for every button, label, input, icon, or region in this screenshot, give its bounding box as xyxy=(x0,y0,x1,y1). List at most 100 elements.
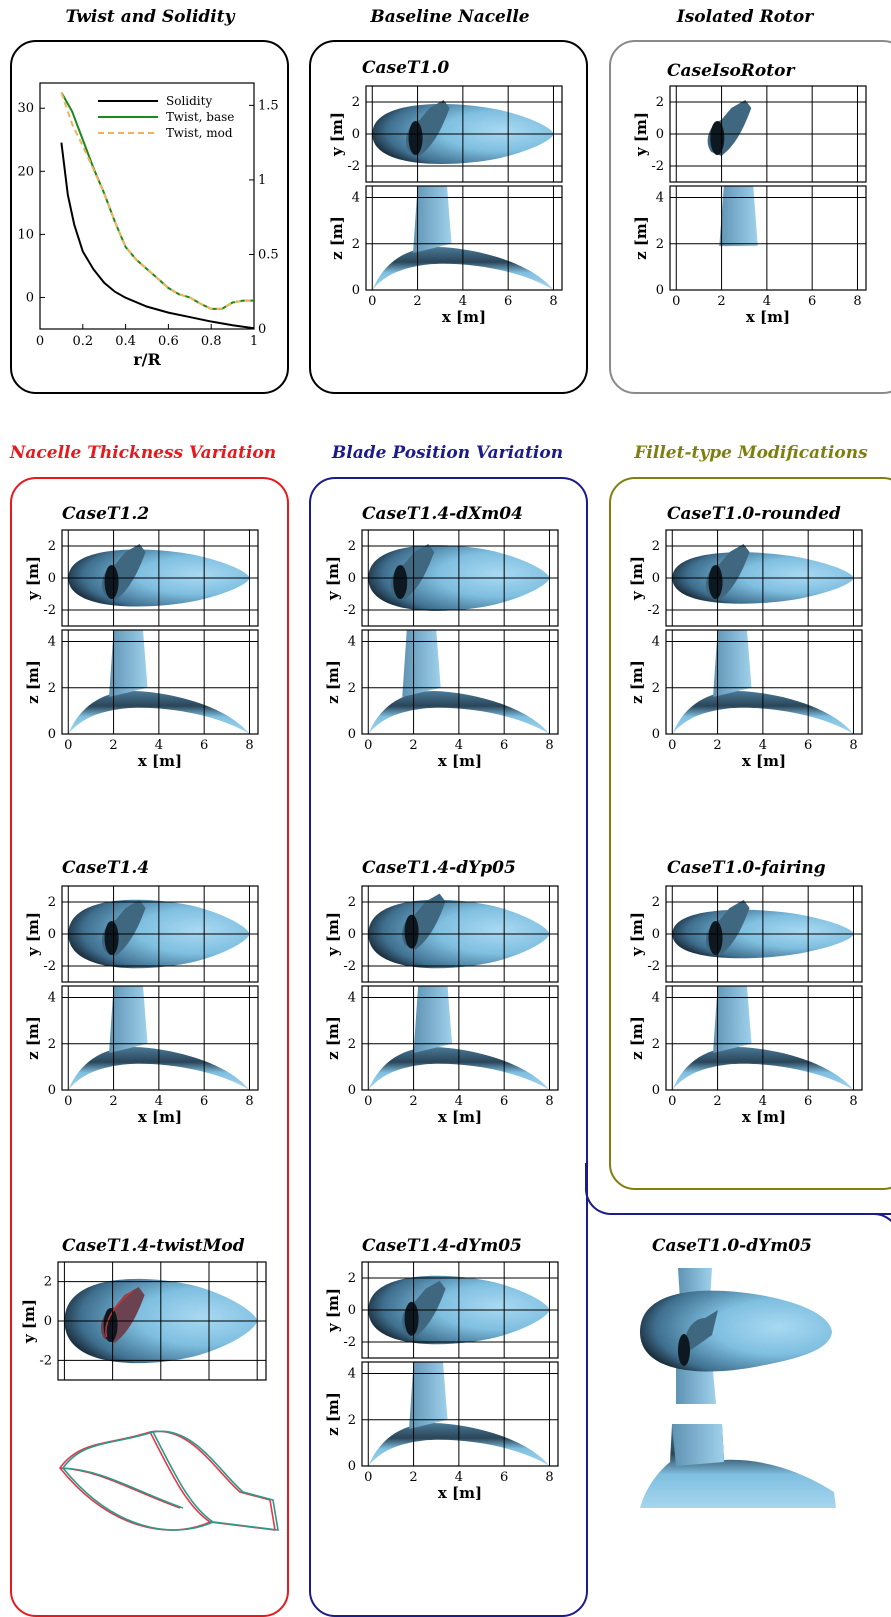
grid-lines xyxy=(366,86,562,182)
legend-label-0: Solidity xyxy=(166,94,212,108)
pylon-blade-side xyxy=(402,630,441,698)
x-axis-label: x [m] xyxy=(138,1108,182,1126)
position-variation-extension-top xyxy=(820,1213,891,1253)
y-tick-label: 0 xyxy=(44,1314,52,1329)
x-tick-label: 8 xyxy=(245,738,253,753)
y-tick-label: -2 xyxy=(43,603,56,618)
y-axis-label: y [m] xyxy=(632,112,650,157)
section-title-isolated: Isolated Rotor xyxy=(676,7,814,27)
y-tick-label: 2 xyxy=(652,895,660,910)
plot-frame xyxy=(365,185,563,291)
y-axis-label: y [m] xyxy=(328,112,346,157)
y-left-tick-label: 30 xyxy=(17,101,34,116)
z-tick-label: 0 xyxy=(656,283,664,298)
render-dym05 xyxy=(640,1268,836,1508)
z-tick-label: 0 xyxy=(348,1083,356,1098)
x-tick-label: 4 xyxy=(763,294,771,309)
x-tick-label: 8 xyxy=(849,738,857,753)
side-view-plot: 4 2 0 z [m] 0 2 4 6 8 x [m] xyxy=(24,985,259,1126)
z-tick-label: 4 xyxy=(348,991,356,1006)
z-tick-label: 0 xyxy=(652,1083,660,1098)
y-tick-label: 2 xyxy=(48,539,56,554)
z-tick-label: 2 xyxy=(48,681,56,696)
x-tick-label: 0.2 xyxy=(72,334,93,349)
x-tick-label: 0 xyxy=(36,334,44,349)
y-tick-label: -2 xyxy=(347,159,360,174)
x-tick-label: 0 xyxy=(668,1094,676,1109)
blade-root xyxy=(103,1308,118,1342)
z-tick-label: 4 xyxy=(48,635,56,650)
pylon-blade-side xyxy=(413,986,453,1054)
x-tick-label: 4 xyxy=(455,738,463,753)
x-tick-label: 0 xyxy=(364,1094,372,1109)
blade-edge-red xyxy=(105,1290,134,1338)
blade-root xyxy=(708,921,723,955)
case-label-t14: CaseT1.4 xyxy=(62,858,150,878)
x-tick-label: 4 xyxy=(155,738,163,753)
y-tick-label: 0 xyxy=(48,571,56,586)
pylon-side-3d xyxy=(672,1424,724,1466)
x-tick-label: 0 xyxy=(668,738,676,753)
z-tick-label: 2 xyxy=(348,1413,356,1428)
blade-root xyxy=(104,565,119,599)
y-tick-label: 0 xyxy=(348,1303,356,1318)
x-axis-label: x [m] xyxy=(138,752,182,770)
grid-lines xyxy=(58,1262,266,1380)
top-view-plot: 2 0 -2y [m] xyxy=(628,529,863,627)
y-axis-label: y [m] xyxy=(324,912,342,957)
z-tick-label: 2 xyxy=(652,681,660,696)
y-axis-label: y [m] xyxy=(628,556,646,601)
x-tick-label: 0.6 xyxy=(158,334,179,349)
grid-lines xyxy=(62,986,258,1090)
grid-lines xyxy=(666,986,862,1090)
plot-frame xyxy=(61,629,259,735)
x-tick-label: 6 xyxy=(504,294,512,309)
legend-label-2: Twist, mod xyxy=(166,126,233,140)
series-line-1 xyxy=(60,91,254,310)
case-label-t14-twistmod: CaseT1.4-twistMod xyxy=(62,1236,245,1256)
section-title-thickness: Nacelle Thickness Variation xyxy=(9,443,277,463)
side-view-plot: 4 2 0 z [m] 0 2 4 6 8 x [m] xyxy=(324,1361,559,1502)
grid-lines xyxy=(362,630,558,734)
pylon-blade-side xyxy=(109,986,148,1054)
nacelle-3d xyxy=(640,1290,832,1372)
pylon-blade-side xyxy=(719,186,758,247)
blade-root xyxy=(393,565,408,599)
x-tick-label: 8 xyxy=(545,1470,553,1485)
y-tick-label: -2 xyxy=(343,603,356,618)
z-tick-label: 4 xyxy=(652,991,660,1006)
z-axis-label: z [m] xyxy=(628,1016,646,1060)
case-label-t12: CaseT1.2 xyxy=(62,504,150,524)
y-tick-label: 0 xyxy=(652,927,660,942)
y-axis-label: y [m] xyxy=(24,912,42,957)
y-right-tick-label: 0.5 xyxy=(258,247,279,262)
x-tick-label: 4 xyxy=(455,1094,463,1109)
z-tick-label: 0 xyxy=(352,283,360,298)
plot-frame xyxy=(57,1261,267,1381)
grid-lines xyxy=(670,86,866,182)
plot-frame xyxy=(665,985,863,1091)
side-view-plot: 4 2 0 z [m] 0 2 4 6 8 x [m] xyxy=(328,185,563,326)
side-view-plot: 4 2 0 z [m] 0 2 4 6 8 x [m] xyxy=(324,629,559,770)
y-tick-label: 2 xyxy=(348,1271,356,1286)
y-tick-label: 2 xyxy=(652,539,660,554)
plot-frame xyxy=(361,1261,559,1359)
z-tick-label: 2 xyxy=(652,1037,660,1052)
y-axis-label: y [m] xyxy=(20,1299,38,1344)
x-tick-label: 0.4 xyxy=(115,334,136,349)
x-tick-label: 8 xyxy=(545,738,553,753)
y-axis-label: y [m] xyxy=(628,912,646,957)
case-label-fairing: CaseT1.0-fairing xyxy=(667,858,826,878)
y-tick-label: 2 xyxy=(352,95,360,110)
side-view-plot: 4 2 0 z [m] 0 2 4 6 8 x [m] xyxy=(324,985,559,1126)
x-tick-label: 8 xyxy=(549,294,557,309)
y-left-tick-label: 0 xyxy=(26,290,34,305)
x-tick-label: 2 xyxy=(409,1094,417,1109)
z-axis-label: z [m] xyxy=(24,1016,42,1060)
pylon-blade-side xyxy=(409,1362,448,1430)
y-axis-label: y [m] xyxy=(324,556,342,601)
plot-frame xyxy=(669,85,867,183)
case-label-t10-dym05: CaseT1.0-dYm05 xyxy=(652,1236,812,1256)
grid-lines xyxy=(362,1262,558,1358)
blade-root-3d xyxy=(678,1334,690,1366)
